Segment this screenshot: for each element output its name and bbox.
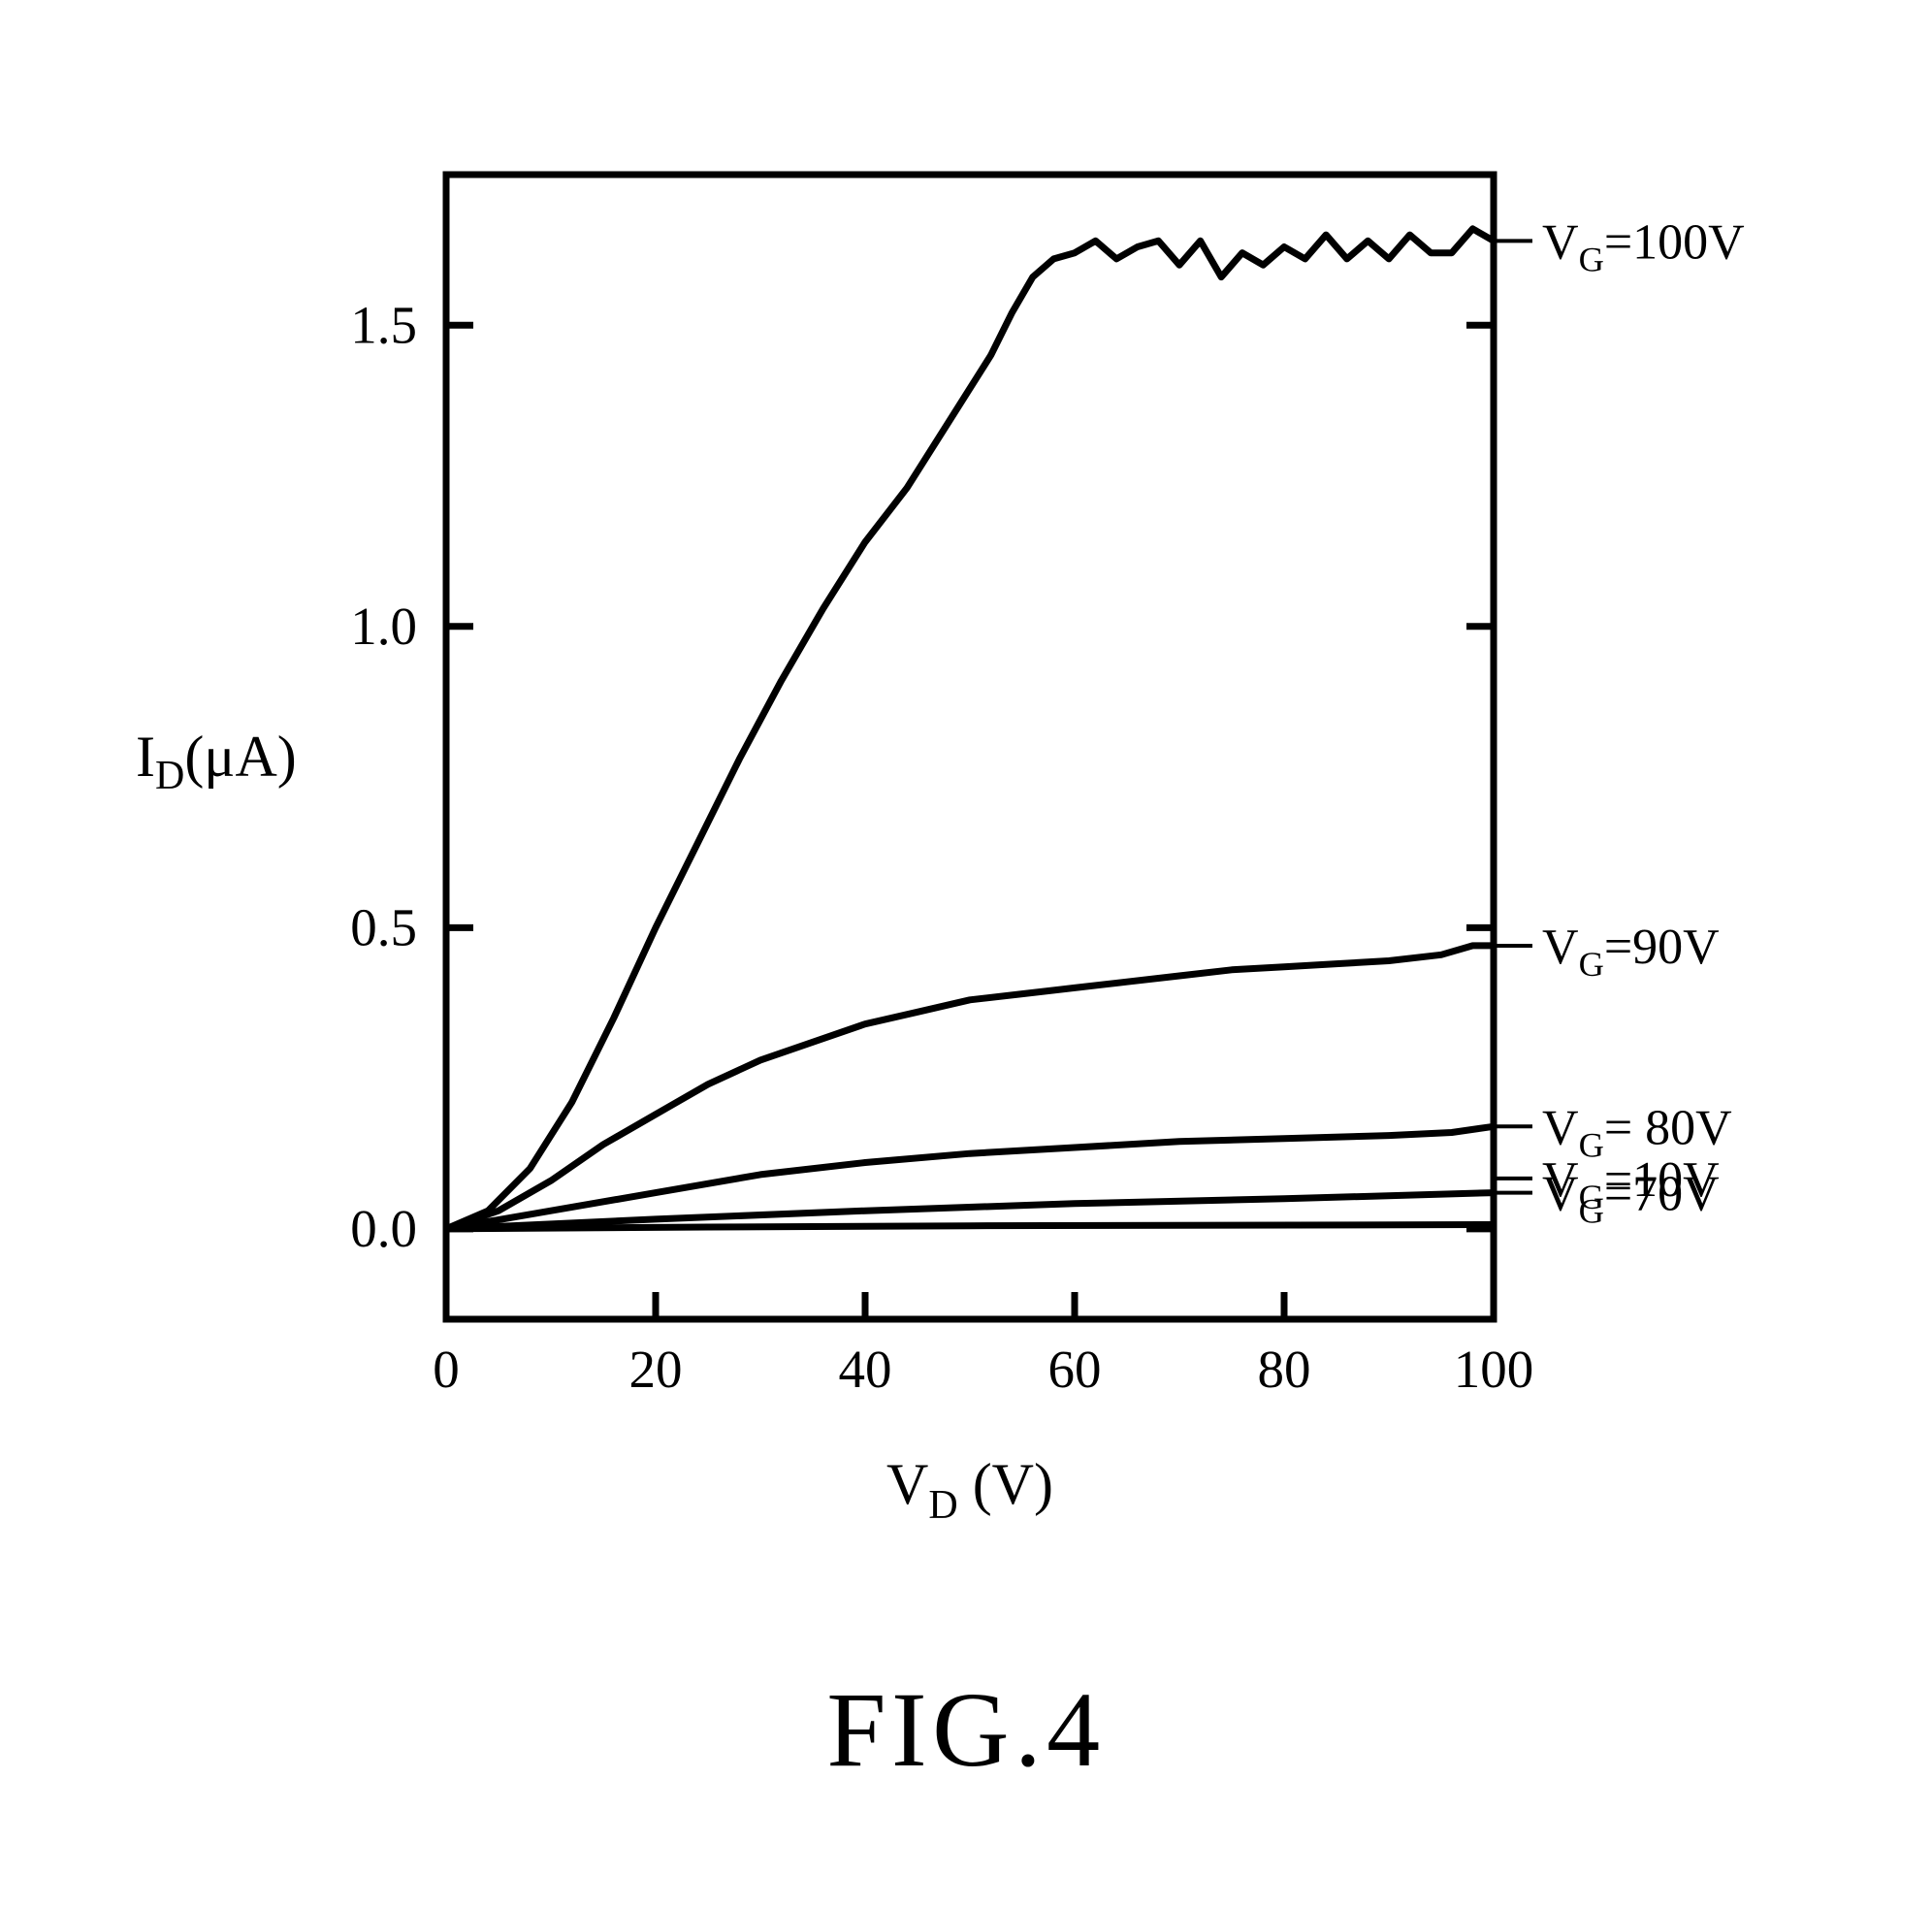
y-axis-label: ID(μA) <box>136 724 297 799</box>
series-curve <box>446 229 1494 1229</box>
x-tick-label: 40 <box>839 1340 892 1399</box>
y-tick-label: 1.0 <box>350 597 417 656</box>
y-tick-label: 0.5 <box>350 897 417 956</box>
figure-container: 0 20 40 60 80 100 0.0 0.5 1.0 1.5 VG=100V VG=90V VG=… <box>0 0 1932 1908</box>
series-label: VG=10V <box>1542 1152 1720 1216</box>
y-tick-label: 0.0 <box>350 1199 417 1258</box>
x-tick-label: 0 <box>433 1340 460 1399</box>
series-label: VG=90V <box>1542 920 1720 984</box>
y-tick-label: 1.5 <box>350 295 417 354</box>
series-curve <box>446 1225 1494 1229</box>
x-tick-label: 80 <box>1258 1340 1311 1399</box>
series-label: VG=100V <box>1542 214 1745 278</box>
x-tick-label: 20 <box>629 1340 683 1399</box>
x-tick-label: 60 <box>1048 1340 1102 1399</box>
series-curve <box>446 946 1494 1229</box>
figure-caption: FIG.4 <box>0 1668 1932 1792</box>
x-axis-label: VD (V) <box>886 1452 1053 1528</box>
x-tick-label: 100 <box>1454 1340 1534 1399</box>
